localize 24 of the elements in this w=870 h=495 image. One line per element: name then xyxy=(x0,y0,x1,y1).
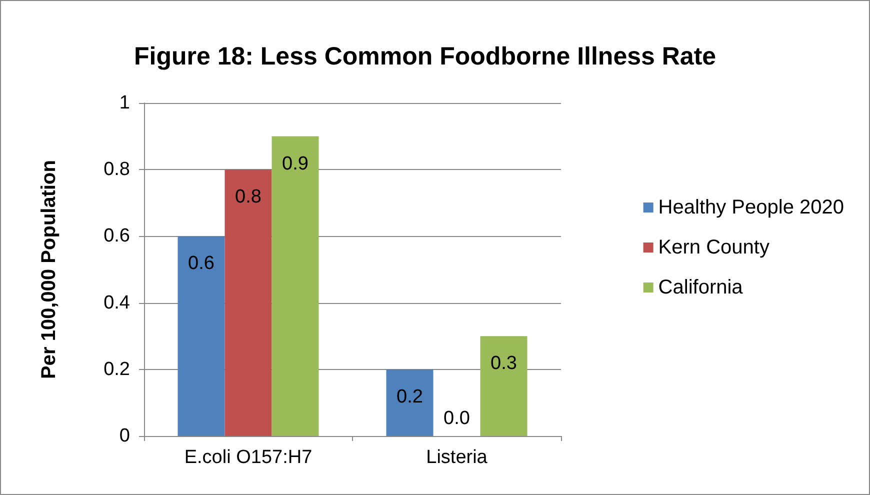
bar xyxy=(386,369,434,436)
x-tick-label: Listeria xyxy=(426,447,488,468)
data-label: 0.0 xyxy=(444,408,470,429)
x-tick-label: E.coli O157:H7 xyxy=(184,447,312,468)
chart-title: Figure 18: Less Common Foodborne Illness Rate xyxy=(134,42,716,70)
legend-label: Kern County xyxy=(658,236,770,258)
data-label: 0.9 xyxy=(282,153,308,174)
bar xyxy=(224,170,272,436)
y-tick-label: 1 xyxy=(119,92,130,114)
legend-label: Healthy People 2020 xyxy=(658,196,844,218)
y-axis-title: Per 100,000 Population xyxy=(38,160,60,379)
y-tick-label: 0.4 xyxy=(104,292,130,314)
y-tick-label: 0.2 xyxy=(104,358,130,380)
legend-label: California xyxy=(658,276,744,298)
data-label: 0.6 xyxy=(188,253,214,274)
bar xyxy=(272,136,319,436)
data-label: 0.2 xyxy=(396,386,423,408)
y-tick-label: 0.8 xyxy=(104,159,130,180)
bar xyxy=(178,236,225,436)
data-label: 0.3 xyxy=(490,353,517,374)
y-tick-label: 0.6 xyxy=(104,226,130,247)
data-label: 0.8 xyxy=(235,186,262,208)
bar xyxy=(480,336,528,436)
y-tick-label: 0 xyxy=(119,426,130,446)
